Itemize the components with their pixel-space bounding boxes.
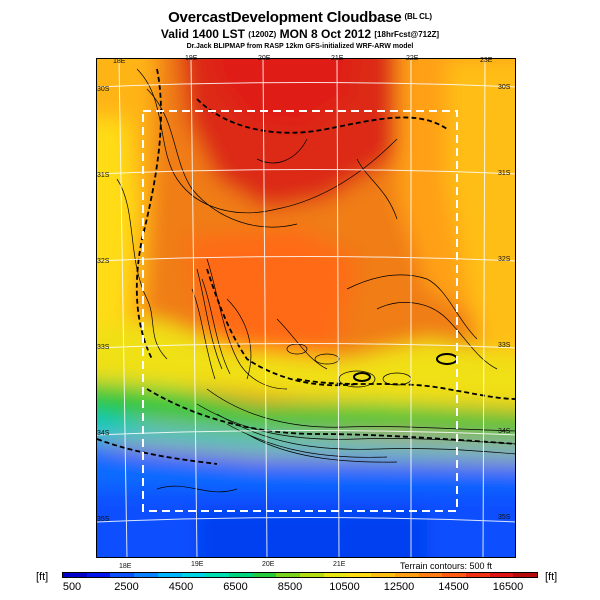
terrain-contour-note: Terrain contours: 500 ft	[400, 561, 493, 571]
lon-label-top: 19E	[185, 55, 198, 62]
lat-label-right: 32S	[498, 256, 511, 263]
domain-box	[142, 110, 458, 512]
colorbar-segment	[323, 573, 348, 577]
lat-label-right: 33S	[498, 342, 511, 349]
colorbar-segment	[205, 573, 229, 577]
valid-date: MON 8 Oct 2012	[279, 27, 372, 41]
colorbar-segment	[300, 573, 324, 577]
lat-label-left: 33S	[97, 344, 110, 351]
lat-label-right: 35S	[498, 514, 511, 521]
colorbar-segment	[110, 573, 135, 577]
colorbar-segment	[465, 573, 490, 577]
valid-prefix: Valid 1400 LST	[160, 27, 245, 41]
colorbar-segment	[394, 573, 419, 577]
map-title-suffix: (BL CL)	[404, 12, 433, 21]
lon-label-bottom: 18E	[119, 563, 132, 570]
lon-label-bottom: 19E	[191, 561, 204, 568]
lat-label-left: 30S	[97, 86, 110, 93]
lon-label-top: 21E	[331, 55, 344, 62]
colorbar-tick-label: 8500	[277, 581, 303, 593]
lon-label-bottom: 21E	[333, 561, 346, 568]
lat-label-right: 31S	[498, 170, 511, 177]
colorbar-segment	[86, 573, 111, 577]
colorbar-segment	[252, 573, 277, 577]
colorbar-segment	[181, 573, 206, 577]
model-description: Dr.Jack BLIPMAP from RASP 12km GFS-initi…	[186, 43, 414, 50]
colorbar-tick-label: 16500	[492, 581, 524, 593]
lat-label-left: 31S	[97, 172, 110, 179]
lon-label-bottom: 20E	[262, 561, 275, 568]
lon-label-top: 22E	[406, 55, 419, 62]
valid-time: Valid 1400 LST (1200Z) MON 8 Oct 2012 [1…	[0, 27, 600, 42]
lat-label-left: 35S	[97, 516, 110, 523]
map-panel[interactable]	[96, 58, 516, 558]
colorbar-segment	[63, 573, 87, 577]
colorbar	[62, 572, 538, 578]
colorbar-unit-right: [ft]	[545, 571, 558, 583]
lat-lon-grid	[97, 59, 515, 557]
colorbar-tick-labels: 500 2500 4500 6500 8500 10500 12500 14500 16500	[62, 581, 538, 595]
colorbar-tick-label: 10500	[329, 581, 360, 593]
map-title: OvercastDevelopment Cloudbase (BL CL)	[0, 8, 600, 27]
lon-label-top: 23E	[480, 57, 493, 64]
lat-label-left: 32S	[97, 258, 110, 265]
colorbar-tick-label: 2500	[114, 581, 139, 593]
colorbar-segment	[276, 573, 301, 577]
colorbar-segment	[442, 573, 466, 577]
colorbar-unit-left: [ft]	[36, 571, 49, 583]
colorbar-segment	[134, 573, 158, 577]
colorbar-segment	[347, 573, 372, 577]
colorbar-tick-label: 12500	[383, 581, 415, 593]
lon-label-top: 20E	[258, 55, 271, 62]
colorbar-tick-label: 500	[62, 581, 82, 593]
lat-label-right: 30S	[498, 84, 511, 91]
map-title-text: OvercastDevelopment Cloudbase	[168, 9, 402, 26]
colorbar-segment	[489, 573, 514, 577]
valid-utc: (1200Z)	[248, 30, 277, 39]
terrain-contours	[116, 68, 515, 493]
colorbar-segment	[228, 573, 253, 577]
title-block: OvercastDevelopment Cloudbase (BL CL) Val…	[0, 8, 600, 52]
colorbar-tick-label: 4500	[168, 581, 194, 593]
colorbar-tick-label: 14500	[438, 581, 469, 593]
colorbar-segment	[371, 573, 395, 577]
color-field	[97, 59, 515, 557]
colorbar-segment	[157, 573, 182, 577]
lon-label-top: 18E	[113, 58, 126, 65]
colorbar-segment	[513, 573, 538, 577]
colorbar-tick-label: 6500	[223, 581, 248, 593]
lat-label-left: 34S	[97, 430, 110, 437]
lat-label-right: 34S	[498, 428, 511, 435]
cloudbase-map	[97, 59, 515, 557]
colorbar-segment	[418, 573, 443, 577]
valid-forecast: [18hrFcst@712Z]	[374, 30, 440, 39]
